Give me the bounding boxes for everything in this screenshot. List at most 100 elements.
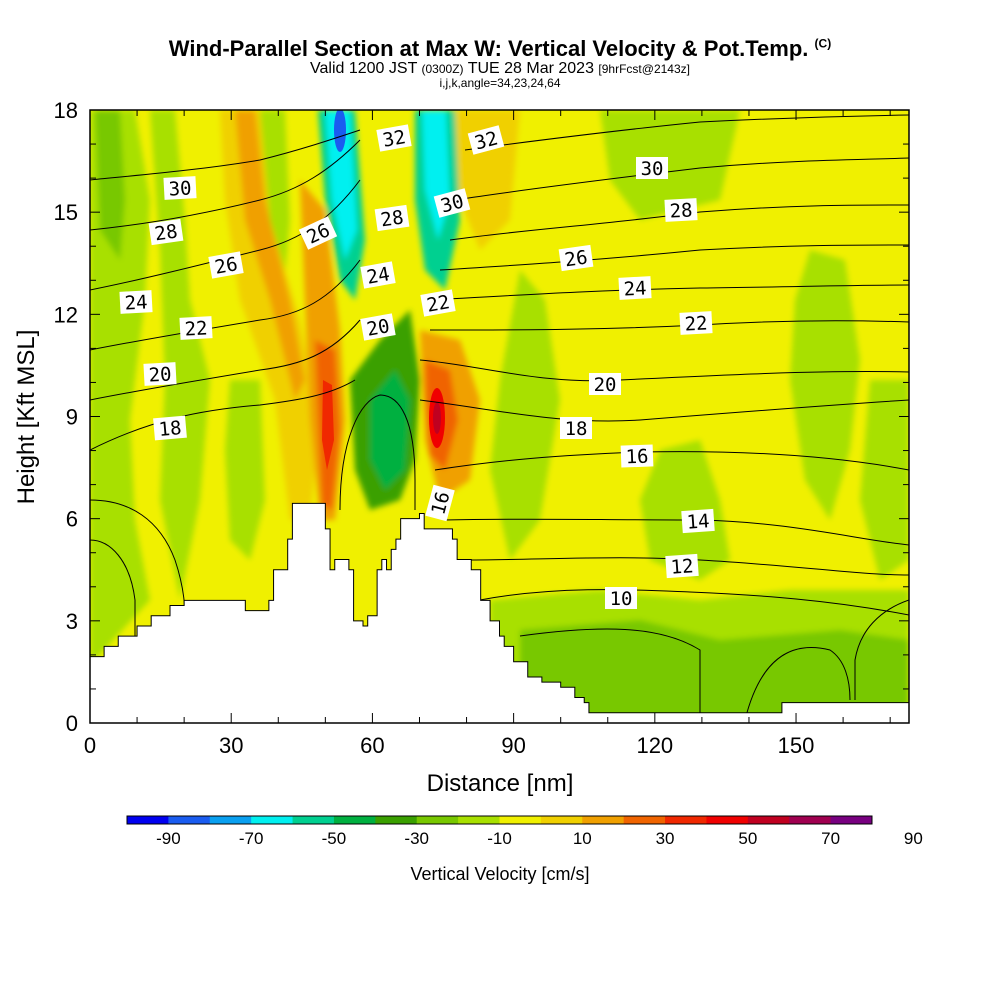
colorbar-tick-label: 10 xyxy=(573,829,592,848)
copyright-mark: (C) xyxy=(814,36,832,51)
x-tick-label: 30 xyxy=(219,733,243,758)
downdraft-core xyxy=(334,110,346,152)
region-green-right2 xyxy=(600,110,740,220)
theta-label-text: 22 xyxy=(684,312,708,335)
theta-label-bg xyxy=(360,261,396,289)
colorbar-swatch xyxy=(458,816,500,824)
theta-contour xyxy=(439,244,909,271)
theta-contour xyxy=(90,129,361,181)
theta-label-bg xyxy=(665,553,699,579)
theta-label-text: 18 xyxy=(158,417,183,441)
theta-contour xyxy=(519,628,701,723)
colorbar-tick-label: -90 xyxy=(156,829,181,848)
theta-label-bg xyxy=(143,362,177,386)
region-green-downdraft2 xyxy=(370,370,410,490)
theta-contour-labels: 1012141616181820202022222224242426262628… xyxy=(119,124,715,610)
theta-label: 26 xyxy=(208,251,244,279)
theta-label: 20 xyxy=(143,362,177,387)
region-green-left xyxy=(90,110,150,660)
region-green-right5 xyxy=(860,380,909,580)
theta-label-bg xyxy=(208,251,244,279)
colorbar-label: Vertical Velocity [cm/s] xyxy=(410,864,589,884)
theta-label: 24 xyxy=(119,290,153,315)
region-green-bottom-core xyxy=(520,620,909,723)
theta-label: 10 xyxy=(605,587,637,610)
theta-label: 20 xyxy=(360,313,396,341)
region-green-right4 xyxy=(790,250,860,520)
theta-contour xyxy=(449,204,909,241)
theta-contour xyxy=(854,599,909,700)
colorbar-swatch xyxy=(499,816,542,824)
terrain-mask xyxy=(90,502,909,723)
theta-label-bg xyxy=(679,311,713,335)
colorbar-swatch xyxy=(623,816,666,824)
theta-label: 18 xyxy=(153,415,187,441)
colorbar-tick-label: -10 xyxy=(487,829,512,848)
colorbar-swatch xyxy=(830,816,873,824)
theta-label-bg xyxy=(681,508,715,534)
x-tick-label: 90 xyxy=(501,733,525,758)
chart-title-text: Wind-Parallel Section at Max W: Vertical… xyxy=(168,36,809,61)
theta-contour xyxy=(419,399,909,422)
x-tick-label: 60 xyxy=(360,733,384,758)
theta-label-text: 14 xyxy=(686,510,710,534)
theta-label: 22 xyxy=(679,311,713,336)
theta-label-bg xyxy=(605,587,637,609)
theta-label: 28 xyxy=(374,204,410,232)
theta-label-text: 10 xyxy=(610,588,633,610)
colorbar-swatch xyxy=(416,816,459,824)
theta-label-text: 22 xyxy=(184,317,208,340)
theta-label-bg xyxy=(360,313,396,341)
theta-contour xyxy=(90,179,361,291)
region-green-strip-left xyxy=(95,110,125,260)
region-orange-left2 xyxy=(235,110,305,400)
colorbar-swatch xyxy=(375,816,418,824)
updraft-core-left xyxy=(322,380,334,470)
colorbar-swatch xyxy=(789,816,832,824)
theta-label: 24 xyxy=(618,276,652,301)
y-axis-label: Height [Kft MSL] xyxy=(13,330,40,505)
y-tick-label: 9 xyxy=(66,405,78,430)
region-downdraft-left-core xyxy=(325,110,357,260)
theta-contour xyxy=(429,284,909,301)
x-tick-label: 150 xyxy=(778,733,815,758)
theta-label: 14 xyxy=(681,508,715,534)
y-axis: 0 3 6 9 12 15 18 xyxy=(54,98,909,736)
theta-contour xyxy=(90,139,361,231)
theta-contour xyxy=(90,539,136,640)
theta-label-text: 20 xyxy=(365,315,391,341)
theta-label-bg xyxy=(376,124,412,152)
colorbar-tick-label: -70 xyxy=(239,829,264,848)
valid-time-prefix: Valid 1200 JST xyxy=(310,60,418,77)
theta-label-bg xyxy=(620,444,654,468)
theta-label-bg xyxy=(153,415,187,441)
theta-label: 20 xyxy=(589,373,621,396)
forecast-info: [9hrFcst@2143z] xyxy=(598,62,690,76)
theta-label-bg xyxy=(589,373,621,395)
theta-label-bg xyxy=(298,216,338,250)
y-tick-label: 3 xyxy=(66,609,78,634)
theta-label: 24 xyxy=(360,261,396,289)
colorbar: -90 -70 -50 -30 -10 10 30 50 70 90 xyxy=(126,815,923,848)
colorbar-tick-label: 50 xyxy=(738,829,757,848)
theta-label-bg xyxy=(425,484,455,522)
colorbar-tick-label: -50 xyxy=(322,829,347,848)
vertical-velocity-field xyxy=(90,110,909,723)
theta-label-bg xyxy=(618,276,652,300)
colorbar-swatch xyxy=(127,816,169,824)
theta-label-bg xyxy=(664,198,698,222)
theta-label-bg xyxy=(163,176,197,200)
theta-label-bg xyxy=(179,316,213,340)
colorbar-swatch xyxy=(582,816,625,824)
colorbar-swatch xyxy=(251,816,294,824)
colorbar-tick-label: 70 xyxy=(821,829,840,848)
colorbar-swatch xyxy=(333,816,376,824)
theta-label-text: 22 xyxy=(425,291,451,317)
theta-label-text: 26 xyxy=(213,253,239,279)
theta-contour xyxy=(90,379,356,451)
colorbar-swatch xyxy=(292,816,335,824)
y-tick-label: 18 xyxy=(54,98,78,123)
theta-label-bg xyxy=(374,204,410,232)
valid-time-z: (0300Z) xyxy=(421,62,464,76)
theta-label-bg xyxy=(433,188,471,218)
